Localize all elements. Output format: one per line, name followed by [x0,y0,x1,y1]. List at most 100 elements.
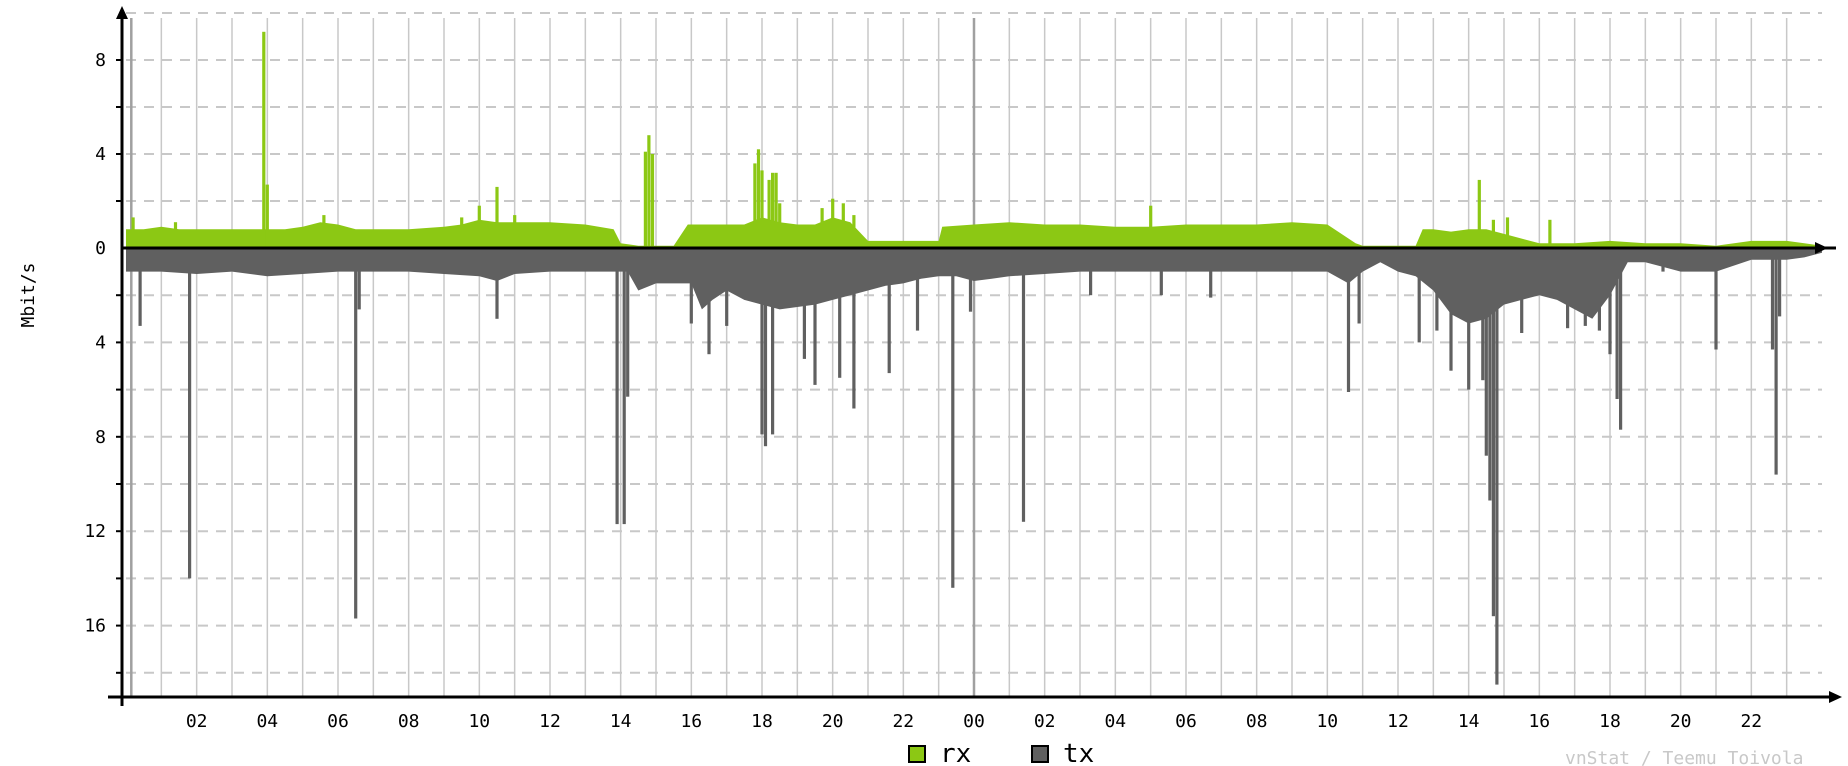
y-tick-label: 4 [95,332,106,353]
spike-bar-tx [1435,248,1439,331]
spike-bar-tx [1608,248,1612,355]
legend-swatch-tx [1031,745,1049,763]
x-tick-label: 22 [1740,711,1762,732]
y-axis-arrow [116,6,128,19]
credit-text: vnStat / Teemu Toivola [1565,748,1803,766]
y-tick-label: 8 [95,427,106,448]
spike-bar-rx [760,170,764,248]
y-tick-label: 4 [95,144,106,165]
y-tick-label: 0 [95,238,106,259]
spike-bar-rx [1149,205,1153,248]
spike-bar-tx [1495,248,1499,685]
x-tick-label: 02 [1034,711,1056,732]
x-tick-label: 08 [398,711,420,732]
legend-label-rx: rx [940,739,971,766]
spike-bar-tx [1488,248,1492,501]
spike-bar-tx [1778,248,1782,317]
x-axis-arrow [1829,691,1842,703]
spike-bar-tx [622,248,626,525]
spike-bar-rx [774,172,778,248]
spike-bar-tx [626,248,630,397]
spike-bar-tx [1021,248,1026,522]
spike-bar-rx [841,203,845,248]
spike-bar-tx [915,248,920,331]
spike-bar-tx [802,248,806,359]
spike-bar-tx [357,248,361,310]
spike-bar-tx [689,248,693,324]
y-tick-label: 12 [84,521,106,542]
x-tick-label: 16 [1528,711,1550,732]
spike-bar-tx [838,248,842,378]
spike-bar-rx [1505,217,1510,248]
spike-bar-rx [767,179,771,248]
spike-bar-rx [778,203,782,248]
x-tick-label: 20 [822,711,844,732]
spike-bar-rx [771,172,775,248]
spike-bar-rx [477,205,481,248]
zero-line-arrow [1815,242,1828,254]
x-tick-label: 08 [1246,711,1268,732]
legend-item-rx: rx [908,739,971,766]
x-tick-label: 18 [751,711,773,732]
y-tick-label: 8 [95,50,106,71]
spike-bar-tx [1449,248,1453,371]
spike-bar-tx [188,248,192,579]
spike-bar-rx [173,222,178,248]
spike-bar-tx [1417,248,1421,343]
spike-bar-tx [354,248,358,619]
spike-bar-tx [1583,248,1587,326]
spike-bar-tx [1209,248,1213,298]
x-tick-label: 02 [186,711,208,732]
spike-bar-tx [1491,248,1495,617]
spike-bar-rx [753,163,757,248]
spike-bar-tx [771,248,775,435]
spike-bar-rx [265,184,269,248]
spike-bar-tx [615,248,619,525]
spike-bar-rx [1477,179,1481,248]
spike-bar-tx [1770,248,1775,350]
spike-bar-rx [131,217,135,248]
spike-bar-rx [460,217,464,248]
spike-bar-rx [495,186,499,248]
spike-bar-tx [1467,248,1471,390]
x-tick-label: 14 [1458,711,1480,732]
x-tick-label: 10 [1316,711,1338,732]
spike-bar-tx [495,248,499,319]
spike-bar-tx [1520,248,1524,333]
y-axis-label: Mbit/s [18,262,39,327]
spike-bar-tx [1661,248,1665,272]
x-tick-label: 10 [468,711,490,732]
spike-bar-tx [1679,248,1683,267]
spike-bar-rx [647,135,651,248]
spike-bar-rx [262,31,266,248]
x-tick-label: 06 [327,711,349,732]
x-tick-label: 22 [892,711,914,732]
spike-bar-tx [725,248,729,326]
spike-bar-rx [1491,219,1495,248]
spike-bar-tx [813,248,817,385]
spike-bar-tx [1481,248,1485,381]
x-tick-label: 12 [539,711,561,732]
x-tick-label: 00 [963,711,985,732]
spike-bar-tx [707,248,711,355]
series-area-rx [126,217,1822,248]
spike-bar-rx [831,198,835,248]
spike-bar-tx [1159,248,1163,296]
spike-bar-rx [322,215,326,248]
spike-bar-rx [852,215,856,248]
x-tick-label: 12 [1387,711,1409,732]
series-area-tx [126,248,1822,324]
spike-bar-tx [760,248,764,435]
spike-bar-tx [1597,248,1601,331]
legend-label-tx: tx [1063,739,1094,766]
series-area [126,31,1822,685]
grid [126,12,1822,697]
spike-bar-tx [1357,248,1361,324]
legend: rx tx [908,739,1094,766]
spike-bar-tx [1714,248,1718,350]
axes [108,6,1842,706]
y-tick-label: 16 [84,616,106,637]
spike-bar-tx [1774,248,1778,475]
spike-bar-tx [1484,248,1488,456]
